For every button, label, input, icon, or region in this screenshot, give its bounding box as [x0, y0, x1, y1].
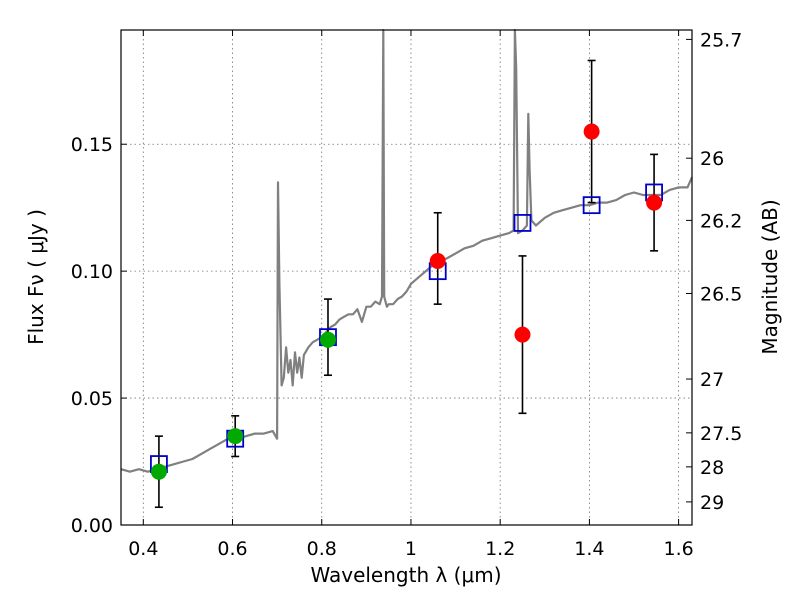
grid-lines	[121, 30, 692, 526]
plot-frame	[120, 29, 693, 526]
magnitude-tick-label: 29	[700, 492, 724, 514]
magnitude-axis-ticks: 25.7 26 26.2 26.5 27 27.5 28 29	[686, 29, 742, 514]
x-tick-label: 1.6	[664, 538, 694, 560]
model-magnitude-square	[513, 214, 532, 232]
magnitude-tick-label: 27.5	[700, 423, 742, 445]
y-tick-label: 0.10	[71, 261, 113, 283]
x-tick-label: 1	[405, 538, 417, 560]
observed-point-red	[514, 326, 531, 343]
x-tick-label: 1.4	[574, 538, 604, 560]
x-tick-label: 1.2	[485, 538, 515, 560]
magnitude-tick-label: 26.5	[700, 283, 742, 305]
spectrum-layer	[120, 28, 694, 473]
magnitude-tick-label: 26.2	[700, 210, 742, 232]
y-tick-label: 0.05	[71, 388, 113, 410]
observed-point-green	[150, 463, 167, 480]
y-tick-label: 0.15	[71, 134, 113, 156]
observed-point-green	[227, 428, 244, 445]
observed-points	[150, 123, 663, 480]
y-axis-label: Flux Fν ( μJy )	[24, 209, 48, 345]
magnitude-tick-label: 27	[700, 369, 724, 391]
model-squares	[150, 183, 663, 473]
observed-point-red	[429, 253, 446, 269]
observed-point-red	[583, 123, 600, 140]
x-axis-ticks: 0.4 0.6 0.8 1 1.2 1.4 1.6	[128, 30, 694, 560]
x-tick-label: 0.6	[217, 538, 247, 560]
x-tick-label: 0.4	[128, 538, 158, 560]
x-axis-label: Wavelength λ (μm)	[310, 563, 501, 587]
model-spectrum-line	[120, 28, 694, 473]
observed-point-red	[646, 194, 663, 211]
magnitude-tick-label: 28	[700, 457, 724, 479]
observed-point-green	[319, 331, 336, 348]
model-magnitude-square	[582, 196, 601, 215]
x-tick-label: 0.8	[307, 538, 337, 560]
y-axis-ticks: 0.00 0.05 0.10 0.15	[71, 134, 127, 537]
magnitude-tick-label: 26	[700, 148, 724, 170]
y-tick-label: 0.00	[71, 515, 113, 537]
magnitude-axis-label: Magnitude (AB)	[758, 199, 782, 354]
magnitude-tick-label: 25.7	[700, 29, 742, 51]
